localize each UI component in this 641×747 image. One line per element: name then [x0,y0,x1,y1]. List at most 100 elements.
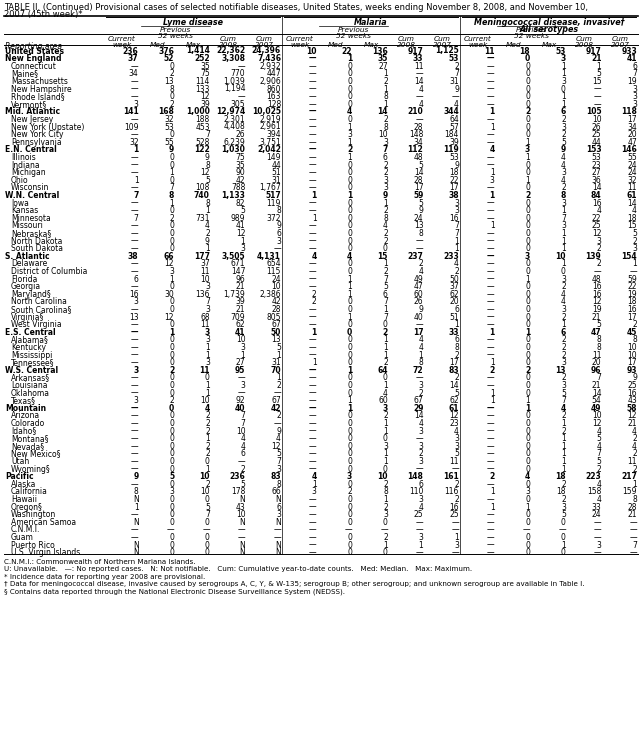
Text: 22,362: 22,362 [216,46,246,55]
Text: 0: 0 [169,350,174,359]
Text: Previous: Previous [338,27,369,33]
Text: 1: 1 [490,123,495,131]
Text: 4: 4 [561,161,566,170]
Text: —: — [309,237,317,246]
Text: 0: 0 [169,237,174,246]
Text: 0: 0 [383,518,388,527]
Text: 17: 17 [628,358,637,367]
Text: 57: 57 [449,123,459,131]
Text: Pacific: Pacific [5,472,33,481]
Text: 7: 7 [383,312,388,321]
Text: —: — [309,427,317,436]
Text: 25: 25 [592,130,601,139]
Text: Wisconsin: Wisconsin [11,183,49,192]
Text: 2,042: 2,042 [257,146,281,155]
Text: 12: 12 [165,259,174,268]
Text: 18: 18 [628,214,637,223]
Text: 3: 3 [383,183,388,192]
Text: 11: 11 [628,457,637,466]
Text: 11: 11 [200,267,210,276]
Text: week: week [468,42,487,48]
Text: —: — [131,328,138,337]
Text: N: N [275,495,281,504]
Text: 31: 31 [449,77,459,86]
Text: 805: 805 [267,312,281,321]
Text: 7: 7 [561,214,566,223]
Text: —: — [487,92,495,101]
Text: 105: 105 [586,108,601,117]
Text: 3: 3 [383,510,388,519]
Text: —: — [131,305,138,314]
Text: 12: 12 [165,312,174,321]
Text: 8: 8 [276,206,281,215]
Text: 1: 1 [454,244,459,253]
Text: 2007: 2007 [433,42,452,48]
Text: 1: 1 [526,274,530,284]
Text: 10: 10 [306,46,317,55]
Text: 28: 28 [272,305,281,314]
Text: 1: 1 [133,146,138,155]
Text: Max: Max [363,42,379,48]
Text: 62: 62 [236,320,246,329]
Text: 64: 64 [378,366,388,375]
Text: 1: 1 [383,381,388,390]
Text: week: week [290,42,310,48]
Text: Med: Med [149,42,165,48]
Text: 2: 2 [561,427,566,436]
Text: 9: 9 [169,146,174,155]
Text: 9: 9 [133,472,138,481]
Text: 4: 4 [204,403,210,412]
Text: 0: 0 [347,412,352,421]
Text: 3: 3 [205,335,210,344]
Text: 4: 4 [419,84,424,93]
Text: 0: 0 [526,449,530,459]
Text: N: N [240,548,246,557]
Text: 7: 7 [454,229,459,238]
Text: 0: 0 [347,328,352,337]
Text: 1: 1 [490,221,495,230]
Text: 5: 5 [276,343,281,352]
Text: 0: 0 [347,183,352,192]
Text: 10: 10 [200,487,210,496]
Text: 7: 7 [240,412,246,421]
Text: 4: 4 [347,252,352,261]
Text: —: — [487,419,495,428]
Text: 2007: 2007 [611,42,629,48]
Text: 2: 2 [205,412,210,421]
Text: —: — [309,503,317,512]
Text: 2: 2 [454,267,459,276]
Text: 21: 21 [591,54,601,63]
Text: 29: 29 [413,403,424,412]
Text: Meningococcal disease, invasive†: Meningococcal disease, invasive† [474,18,624,27]
Text: 223: 223 [586,472,601,481]
Text: 53: 53 [555,46,566,55]
Text: 4: 4 [312,252,317,261]
Text: 20: 20 [592,358,601,367]
Text: 0: 0 [169,510,174,519]
Text: 1: 1 [490,168,495,177]
Text: 21: 21 [592,312,601,321]
Text: 47: 47 [591,328,601,337]
Text: 0: 0 [526,335,530,344]
Text: 0: 0 [526,533,530,542]
Text: 7: 7 [133,191,138,200]
Text: 60: 60 [413,290,424,299]
Text: Current: Current [286,36,313,42]
Text: 1: 1 [525,328,530,337]
Text: 0: 0 [526,229,530,238]
Text: 2: 2 [383,358,388,367]
Text: —: — [487,206,495,215]
Text: 28: 28 [628,503,637,512]
Text: 53: 53 [449,54,459,63]
Text: —: — [131,374,138,382]
Text: 2: 2 [383,168,388,177]
Text: 35: 35 [236,161,246,170]
Text: —: — [309,388,317,397]
Text: 0: 0 [169,403,174,412]
Text: 2008: 2008 [219,42,238,48]
Text: 0: 0 [347,84,352,93]
Text: 1: 1 [561,69,566,78]
Text: —: — [416,115,424,124]
Text: 11: 11 [592,350,601,359]
Text: South Carolina§: South Carolina§ [11,305,71,314]
